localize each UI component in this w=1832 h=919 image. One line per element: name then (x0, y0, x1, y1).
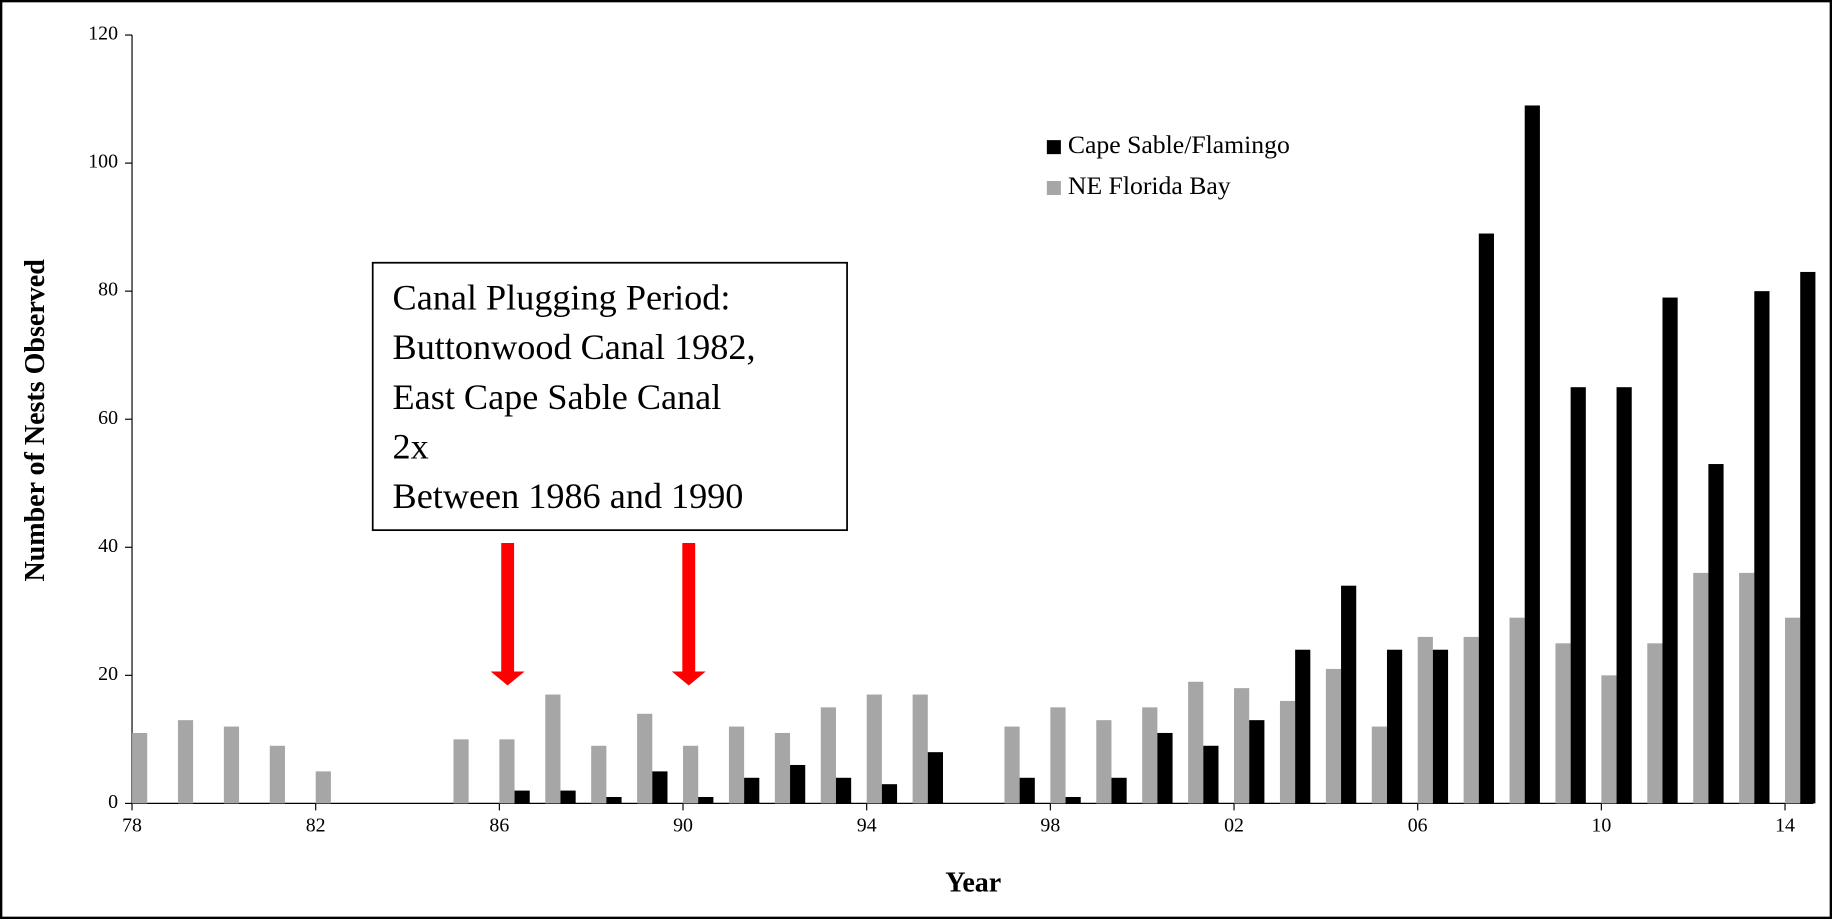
bar (1157, 732, 1173, 804)
bar (790, 764, 806, 804)
bar (1019, 777, 1035, 804)
bar (1295, 649, 1311, 804)
y-tick-label: 0 (108, 791, 118, 813)
bar (132, 732, 148, 804)
bar (1708, 464, 1724, 804)
bar (514, 790, 530, 804)
x-axis-label: Year (945, 868, 1001, 899)
bar (1800, 271, 1816, 804)
bar (1555, 643, 1571, 804)
y-axis-label: Number of Nests Observed (20, 259, 51, 582)
bar (1203, 745, 1219, 804)
bar (223, 726, 240, 804)
bar (560, 790, 576, 804)
annotation-text: Canal Plugging Period: (393, 278, 731, 318)
x-tick-label: 90 (673, 814, 693, 836)
bar (177, 720, 194, 804)
bar (499, 739, 515, 804)
bar (835, 777, 852, 804)
x-tick-label: 06 (1408, 814, 1428, 836)
y-tick-label: 80 (98, 279, 118, 301)
bar (1050, 707, 1066, 804)
x-tick-label: 86 (489, 814, 509, 836)
x-tick-label: 14 (1775, 814, 1795, 836)
bar (1739, 572, 1755, 804)
legend-label: Cape Sable/Flamingo (1068, 130, 1290, 159)
annotation: Canal Plugging Period: Buttonwood Canal 1… (371, 261, 848, 686)
y-tick-label: 120 (88, 23, 118, 45)
x-tick-label: 02 (1224, 814, 1244, 836)
annotation-text: Buttonwood Canal 1982, (393, 327, 756, 367)
bar (1693, 572, 1709, 804)
bar (1601, 675, 1617, 804)
bar (774, 732, 791, 804)
bar (1234, 688, 1250, 804)
bar (728, 726, 745, 804)
legend-label: NE Florida Bay (1068, 171, 1231, 200)
bar (591, 745, 607, 804)
y-tick-label: 20 (98, 663, 118, 685)
annotation-text: 2x (393, 426, 429, 466)
bar (1785, 617, 1801, 804)
bar (927, 752, 943, 804)
annotation-box (371, 261, 848, 532)
y-tick-label: 100 (88, 151, 118, 173)
bar (1065, 796, 1081, 804)
bar (269, 745, 285, 804)
x-tick-label: 82 (306, 814, 326, 836)
bar (1111, 777, 1127, 804)
bar (1647, 643, 1663, 804)
bar (1142, 707, 1158, 804)
bar (683, 745, 699, 804)
bar (545, 694, 561, 804)
annotation-text: Between 1986 and 1990 (393, 476, 744, 516)
bar (1616, 387, 1632, 804)
legend-swatch (1046, 180, 1061, 196)
bar (1570, 387, 1586, 804)
bar (1463, 636, 1479, 804)
bar (1096, 720, 1112, 804)
bar (1188, 681, 1204, 804)
bar (1432, 649, 1449, 804)
bar (1524, 105, 1540, 804)
bar (1754, 291, 1770, 804)
x-tick-label: 10 (1591, 814, 1611, 836)
annotation-text: East Cape Sable Canal (393, 377, 722, 417)
bar (652, 771, 668, 804)
bar (1341, 585, 1357, 804)
bar (1279, 700, 1296, 804)
bar (1386, 649, 1403, 804)
x-tick-label: 78 (122, 814, 142, 836)
bar (1662, 297, 1678, 804)
y-tick-label: 40 (98, 535, 118, 557)
arrow (671, 542, 706, 686)
bar (1004, 726, 1020, 804)
bar (1371, 726, 1387, 804)
x-tick-label: 94 (857, 814, 877, 836)
bar (820, 707, 836, 804)
x-tick-label: 98 (1040, 814, 1060, 836)
bar (453, 739, 469, 804)
bar (698, 796, 714, 804)
bar (912, 694, 928, 804)
legend-swatch (1046, 140, 1061, 155)
bar (606, 796, 622, 804)
bar (1509, 617, 1525, 804)
bar (744, 777, 760, 804)
arrow (490, 542, 525, 686)
bar (1325, 668, 1342, 804)
y-tick-label: 60 (98, 407, 118, 429)
bar (881, 784, 898, 804)
bar (1249, 720, 1265, 804)
bar (637, 713, 653, 804)
bar (315, 771, 331, 804)
bar (866, 694, 882, 804)
bar (1417, 636, 1433, 804)
bar (1478, 233, 1494, 804)
